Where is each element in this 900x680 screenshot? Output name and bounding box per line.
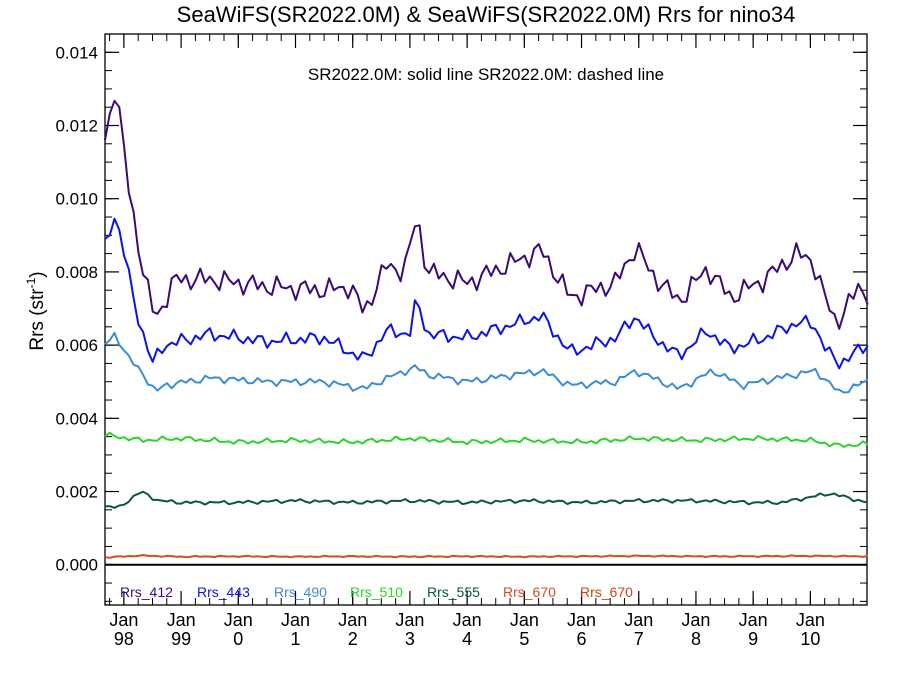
series-line-rrs-412 [104,99,869,330]
y-axis-label-close: ) [27,271,48,277]
x-tick-label-month: Jan [281,610,310,630]
y-tick-label: 0.012 [55,117,98,136]
x-tick-label-month: Jan [453,610,482,630]
legend-entry-rrs-555: Rrs_555 [427,584,480,600]
y-tick-label: 0.004 [55,409,98,428]
x-tick-label-year: 98 [114,629,134,649]
x-tick-label-month: Jan [395,610,424,630]
x-tick-label-month: Jan [510,610,539,630]
x-tick-label-month: Jan [224,610,253,630]
plot-frame [104,33,868,606]
chart-title: SeaWiFS(SR2022.0M) & SeaWiFS(SR2022.0M) … [177,2,796,27]
x-tick-label-year: 10 [800,629,820,649]
y-tick-label: 0.010 [55,190,98,209]
x-tick-label-year: 3 [405,629,415,649]
series-line-rrs-510 [104,431,869,448]
x-tick-label-month: Jan [109,610,138,630]
x-tick-label-year: 1 [290,629,300,649]
x-tick-label-year: 9 [748,629,758,649]
x-tick-label-month: Jan [681,610,710,630]
y-axis-label: Rrs (str-1) [24,271,48,350]
y-tick-label: 0.006 [55,336,98,355]
y-tick-label: 0.008 [55,263,98,282]
legend-entry-rrs-670: Rrs_670 [503,584,556,600]
x-tick-label-month: Jan [624,610,653,630]
x-tick-label-year: 4 [462,629,472,649]
x-tick-label-month: Jan [796,610,825,630]
x-tick-label-year: 8 [691,629,701,649]
y-axis-label-main: Rrs (str [27,288,48,351]
x-tick-label-year: 99 [171,629,191,649]
legend-entry-rrs-490: Rrs_490 [274,584,327,600]
legend-entry-rrs-670: Rrs_670 [580,584,633,600]
y-tick-label: 0.014 [55,43,98,62]
y-axis-label-superscript: -1 [24,277,38,288]
x-tick-label-year: 5 [519,629,529,649]
legend-entry-rrs-510: Rrs_510 [350,584,403,600]
series-line-rrs-555 [105,490,868,509]
x-tick-label-month: Jan [567,610,596,630]
x-tick-label-year: 6 [577,629,587,649]
y-tick-label: 0.002 [55,483,98,502]
legend-entry-rrs-412: Rrs_412 [120,584,173,600]
legend-entry-rrs-443: Rrs_443 [197,584,250,600]
x-tick-label-year: 2 [348,629,358,649]
x-tick-label-month: Jan [739,610,768,630]
series-line-rrs-490 [104,331,869,394]
x-tick-label-year: 0 [233,629,243,649]
x-tick-label-month: Jan [167,610,196,630]
series-line-rrs-443 [104,217,869,370]
series-line-rrs-670 [104,554,869,559]
y-tick-label: 0.000 [55,556,98,575]
x-tick-label-year: 7 [634,629,644,649]
chart-subtitle: SR2022.0M: solid line SR2022.0M: dashed … [308,65,664,84]
x-tick-label-month: Jan [338,610,367,630]
